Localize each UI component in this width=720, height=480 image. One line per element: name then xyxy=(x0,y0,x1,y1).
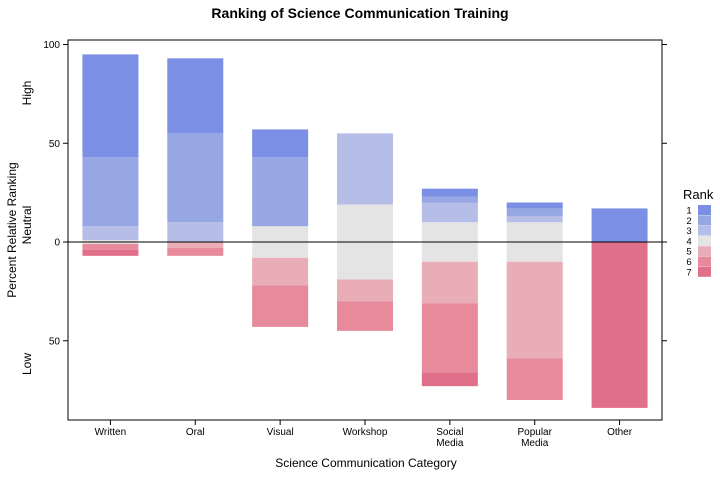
x-tick-label: Social Media xyxy=(436,427,464,449)
legend-label-1: 1 xyxy=(686,206,691,217)
y-side-label-high: High xyxy=(20,81,34,106)
bar-segment-social-media-rank-7 xyxy=(421,372,478,387)
chart-title: Ranking of Science Communication Trainin… xyxy=(211,5,508,21)
bar-segment-written-rank-6 xyxy=(82,243,139,250)
y-tick-label: 100 xyxy=(43,40,60,51)
y-axis-label: Percent Relative Ranking xyxy=(5,162,19,297)
x-tick-label: Other xyxy=(607,427,633,438)
x-tick-label: Workshop xyxy=(343,427,388,438)
bar-segment-popular-media-rank-1 xyxy=(506,202,563,209)
legend-swatch-1 xyxy=(698,205,711,215)
y-tick-label: 0 xyxy=(54,238,60,249)
legend-label-2: 2 xyxy=(686,216,691,227)
legend-swatch-4 xyxy=(698,235,711,246)
bar-segment-written-rank-7 xyxy=(82,249,139,256)
bar-segment-oral-rank-2 xyxy=(167,133,224,223)
bar-segment-other-rank-7 xyxy=(591,242,648,408)
bar-segment-popular-media-rank-3 xyxy=(506,216,563,223)
legend-swatch-2 xyxy=(698,215,711,226)
legend-label-7: 7 xyxy=(686,267,691,278)
legend-swatch-5 xyxy=(698,246,711,257)
bar-segment-social-media-rank-6 xyxy=(421,303,478,373)
bar-segment-workshop-rank-3 xyxy=(337,133,393,205)
bars-layer xyxy=(82,54,648,408)
y-side-label-neutral: Neutral xyxy=(20,206,34,245)
y-side-label-low: Low xyxy=(20,353,34,375)
bar-segment-written-rank-2 xyxy=(82,157,139,227)
bar-segment-visual-rank-6 xyxy=(252,285,309,327)
legend-title: Rank xyxy=(683,187,714,202)
bar-segment-popular-media-rank-5 xyxy=(506,261,563,359)
bar-segment-oral-rank-1 xyxy=(167,58,224,134)
bar-segment-social-media-rank-2 xyxy=(421,196,478,203)
bar-segment-written-rank-1 xyxy=(82,54,139,158)
bar-segment-popular-media-rank-2 xyxy=(506,208,563,217)
bar-segment-written-rank-3 xyxy=(82,226,139,241)
bar-segment-oral-rank-3 xyxy=(167,222,224,242)
bar-segment-workshop-rank-6 xyxy=(337,301,393,331)
x-tick-label: Written xyxy=(95,427,127,438)
legend-label-4: 4 xyxy=(686,236,691,247)
x-tick-label: Visual xyxy=(267,427,294,438)
bar-segment-visual-rank-2 xyxy=(252,157,309,227)
bar-segment-social-media-rank-5 xyxy=(421,261,478,304)
bar-segment-oral-rank-6 xyxy=(167,247,224,256)
legend-label-5: 5 xyxy=(686,247,691,258)
legend-swatch-7 xyxy=(698,266,711,277)
bar-segment-popular-media-rank-6 xyxy=(506,358,563,400)
legend-label-6: 6 xyxy=(686,257,691,268)
bar-segment-social-media-rank-3 xyxy=(421,202,478,223)
bar-segment-oral-rank-5 xyxy=(167,242,224,248)
y-tick-label: 50 xyxy=(49,139,61,150)
legend-label-3: 3 xyxy=(686,226,691,237)
legend-swatch-6 xyxy=(698,256,711,267)
y-side-labels: High Neutral Low xyxy=(20,81,34,375)
x-tick-label: Oral xyxy=(186,427,205,438)
y-tick-label: 50 xyxy=(49,336,61,347)
bar-segment-visual-rank-1 xyxy=(252,129,309,158)
bar-segment-visual-rank-5 xyxy=(252,257,309,286)
x-axis-label: Science Communication Category xyxy=(275,456,456,470)
x-tick-label: Popular Media xyxy=(517,427,552,449)
bar-segment-social-media-rank-1 xyxy=(421,188,478,197)
legend-swatch-3 xyxy=(698,225,711,236)
bar-segment-workshop-rank-5 xyxy=(337,279,393,302)
bar-segment-other-rank-1 xyxy=(591,208,648,242)
axis-layer: 100 50 0 50 Written Oral Visual Workshop Social M… xyxy=(43,40,667,449)
